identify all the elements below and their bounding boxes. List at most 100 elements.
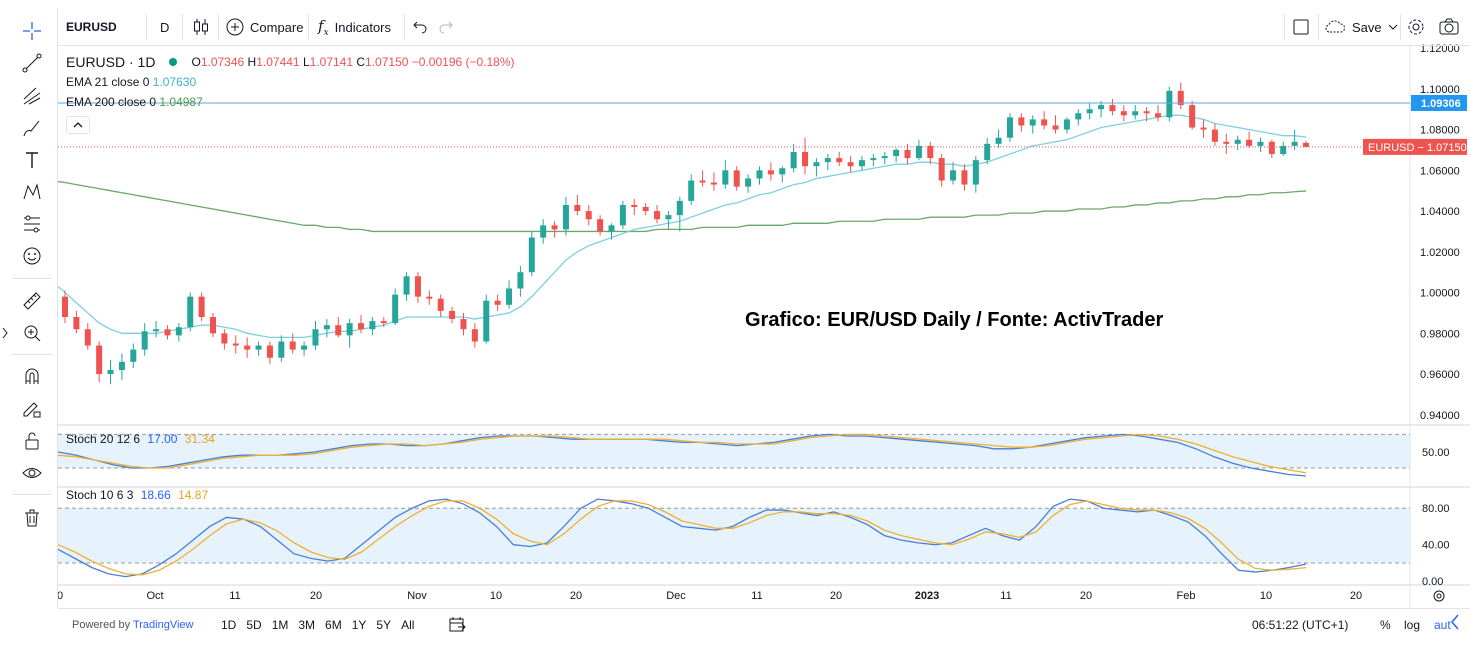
candle — [84, 323, 91, 350]
goto-date-button[interactable] — [448, 616, 466, 637]
save-button[interactable]: Save — [1324, 8, 1398, 46]
candle — [1052, 115, 1059, 134]
candle — [699, 170, 706, 187]
settings-button[interactable] — [1406, 8, 1426, 46]
prediction-tool[interactable] — [18, 211, 46, 237]
candle — [198, 292, 205, 322]
range-3m[interactable]: 3M — [298, 618, 316, 632]
auto-toggle[interactable]: aut — [1434, 618, 1451, 632]
range-all[interactable]: All — [401, 618, 415, 632]
stoch1-label[interactable]: Stoch 20 12 6 — [66, 432, 141, 446]
price-tick-label: 1.02000 — [1420, 247, 1460, 259]
range-5d[interactable]: 5D — [246, 618, 262, 632]
candle-body — [289, 341, 296, 350]
candle-body — [904, 149, 911, 159]
log-toggle[interactable]: log — [1404, 618, 1421, 632]
compare-button[interactable]: Compare — [226, 8, 303, 46]
candle — [130, 343, 137, 368]
candle-body — [358, 323, 365, 330]
ema200-label[interactable]: EMA 200 close 0 — [66, 95, 157, 109]
candle-body — [654, 211, 661, 220]
range-1m[interactable]: 1M — [271, 618, 289, 632]
candle — [870, 154, 877, 167]
range-1y[interactable]: 1Y — [351, 618, 367, 632]
candle-body — [118, 361, 125, 370]
candle-body — [767, 170, 774, 175]
lock-tool[interactable] — [18, 428, 46, 454]
undo-button[interactable] — [412, 8, 428, 46]
stoch2-label[interactable]: Stoch 10 6 3 — [66, 488, 134, 502]
interval-button[interactable]: D — [160, 19, 170, 35]
clock[interactable]: 06:51:22 (UTC+1) — [1252, 618, 1349, 632]
drawing-toolbar — [0, 8, 58, 608]
candle-body — [1257, 141, 1264, 146]
candle — [984, 137, 991, 165]
candle-body — [995, 137, 1002, 144]
chart-type-button[interactable] — [192, 8, 210, 46]
powered-by[interactable]: Powered by TradingView — [72, 619, 194, 631]
ema21-line — [64, 114, 1307, 339]
time-tick-label: 11 — [229, 590, 240, 602]
square-icon — [1293, 19, 1309, 35]
time-tick-label: 11 — [751, 590, 762, 602]
text-tool[interactable] — [18, 147, 46, 173]
candle — [847, 156, 854, 173]
candle-body — [62, 296, 68, 318]
stay-drawing-tool[interactable] — [18, 396, 46, 422]
candle-body — [540, 225, 547, 238]
candle-body — [790, 151, 797, 169]
measure-tool[interactable] — [18, 288, 46, 314]
candle — [619, 200, 626, 230]
candle — [96, 341, 103, 383]
indicators-button[interactable]: fx Indicators — [318, 8, 391, 46]
candle — [779, 166, 786, 183]
layout-button[interactable] — [1292, 8, 1310, 46]
candle — [1166, 86, 1173, 122]
crosshair-tool[interactable] — [18, 18, 46, 44]
candle — [1223, 133, 1230, 155]
snapshot-button[interactable] — [1438, 8, 1460, 46]
candle-body — [984, 143, 991, 161]
zoom-tool[interactable] — [18, 320, 46, 346]
brush-icon — [23, 120, 40, 137]
collapse-legend-button[interactable] — [66, 116, 90, 134]
candle-body — [1154, 113, 1161, 118]
candle-body — [1189, 105, 1196, 128]
scroll-right-button[interactable] — [1450, 613, 1460, 634]
candle-body — [107, 369, 114, 375]
candle — [1063, 117, 1070, 134]
chevron-down-icon — [1388, 24, 1397, 30]
candle — [585, 204, 592, 226]
trend-line-tool[interactable] — [18, 50, 46, 76]
visibility-tool[interactable] — [18, 460, 46, 486]
candle — [1109, 99, 1116, 116]
candle-body — [255, 345, 262, 350]
symbol-search-button[interactable]: EURUSD — [66, 20, 117, 34]
icon-tool[interactable] — [18, 243, 46, 269]
delete-tool[interactable] — [18, 505, 46, 531]
collapse-toolbar-chevron[interactable] — [1, 326, 9, 345]
candle — [369, 317, 376, 336]
redo-icon — [439, 21, 453, 34]
candle-body — [676, 200, 683, 216]
magnet-tool[interactable] — [18, 364, 46, 390]
redo-button[interactable] — [438, 8, 454, 46]
percent-toggle[interactable]: % — [1380, 618, 1391, 632]
candle — [1098, 101, 1105, 118]
range-5y[interactable]: 5Y — [376, 618, 392, 632]
candle-body — [1303, 142, 1309, 147]
brush-tool[interactable] — [18, 115, 46, 141]
chevron-left-icon — [1451, 614, 1459, 630]
candle-body — [141, 331, 148, 350]
candle-body — [745, 178, 752, 187]
fib-tool[interactable] — [18, 83, 46, 109]
range-6m[interactable]: 6M — [325, 618, 342, 632]
pattern-tool[interactable] — [18, 179, 46, 205]
candle-body — [597, 219, 604, 232]
candle — [528, 231, 535, 277]
candle-body — [346, 323, 353, 336]
range-1d[interactable]: 1D — [221, 618, 237, 632]
ema21-label[interactable]: EMA 21 close 0 — [66, 75, 150, 89]
candle — [437, 294, 444, 318]
